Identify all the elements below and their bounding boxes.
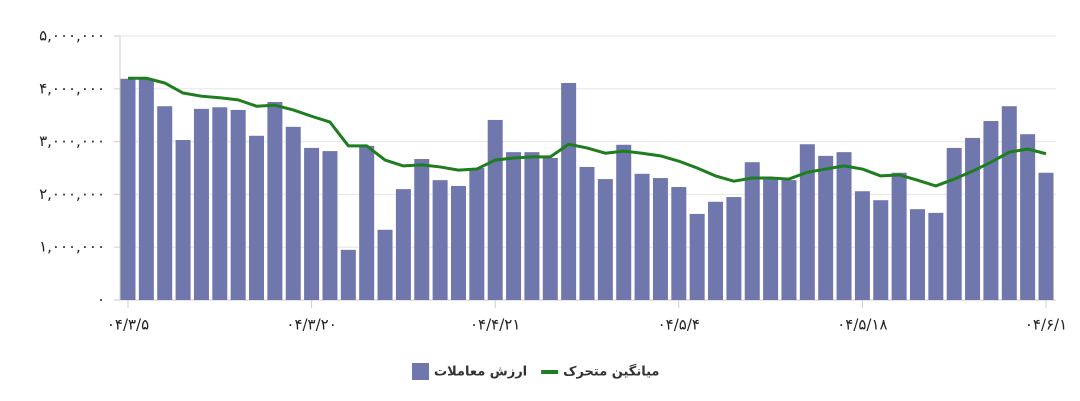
bar (304, 147, 320, 300)
y-tick-label: ۴,۰۰۰,۰۰۰ (39, 79, 105, 97)
bar (1020, 134, 1036, 300)
bar (230, 109, 246, 300)
bar (799, 144, 815, 300)
bar (285, 126, 301, 300)
bar (671, 187, 687, 300)
bar (854, 191, 870, 300)
bar (983, 121, 999, 301)
bar (395, 189, 411, 300)
legend-swatch (412, 363, 429, 380)
bar (524, 152, 540, 300)
bar (689, 213, 705, 300)
bar (322, 151, 338, 300)
legend-label: میانگین متحرک (563, 364, 659, 380)
legend-label: ارزش معاملات (434, 365, 527, 380)
bar (469, 168, 485, 300)
bar (359, 145, 375, 300)
bar (193, 108, 209, 300)
bar (744, 162, 760, 300)
y-tick-label: ۱,۰۰۰,۰۰۰ (39, 238, 105, 256)
bar (909, 209, 925, 300)
y-tick-label: ۲,۰۰۰,۰۰۰ (39, 185, 105, 203)
y-tick-label: ۳,۰۰۰,۰۰۰ (39, 132, 105, 150)
bar (579, 166, 595, 300)
bar (763, 178, 779, 300)
bar (561, 82, 577, 300)
bar (432, 180, 448, 300)
bar (616, 144, 632, 300)
bar (708, 201, 724, 300)
bar (891, 172, 907, 300)
x-tick-label: ۰۴/۴/۲۱ (470, 316, 520, 334)
bar (946, 147, 962, 300)
bar (249, 135, 265, 300)
x-tick-label: ۰۴/۳/۵ (107, 316, 149, 334)
bar (781, 180, 797, 300)
bar (634, 173, 650, 300)
bar (450, 185, 466, 300)
bar (818, 155, 834, 300)
bar (138, 78, 154, 300)
bar (836, 152, 852, 300)
y-tick-label: ۵,۰۰۰,۰۰۰ (39, 27, 105, 45)
bar (157, 106, 173, 300)
bar (873, 200, 889, 300)
bar (506, 152, 522, 300)
bar (726, 197, 742, 300)
bar (212, 107, 228, 300)
legend: ارزش معاملات میانگین متحرک (412, 363, 659, 380)
bar (120, 78, 136, 300)
bar (542, 157, 558, 300)
bar (377, 229, 393, 300)
y-tick-label: ۰ (97, 291, 105, 309)
bar (597, 179, 613, 300)
bar (1001, 106, 1017, 300)
moving-average-line (128, 76, 1047, 188)
bar (965, 137, 981, 300)
bar (487, 119, 503, 301)
bar (928, 212, 944, 300)
bar (340, 249, 356, 300)
x-tick-label: ۰۴/۵/۴ (658, 316, 700, 334)
bar (175, 140, 191, 300)
bar (652, 178, 668, 300)
x-tick-label: ۰۴/۵/۱۸ (837, 316, 887, 334)
x-tick-label: ۰۴/۶/۱ (1025, 316, 1067, 334)
x-tick-label: ۰۴/۳/۲۰ (286, 316, 336, 334)
bar (414, 159, 430, 300)
bar (1038, 172, 1054, 300)
bar (267, 102, 283, 300)
